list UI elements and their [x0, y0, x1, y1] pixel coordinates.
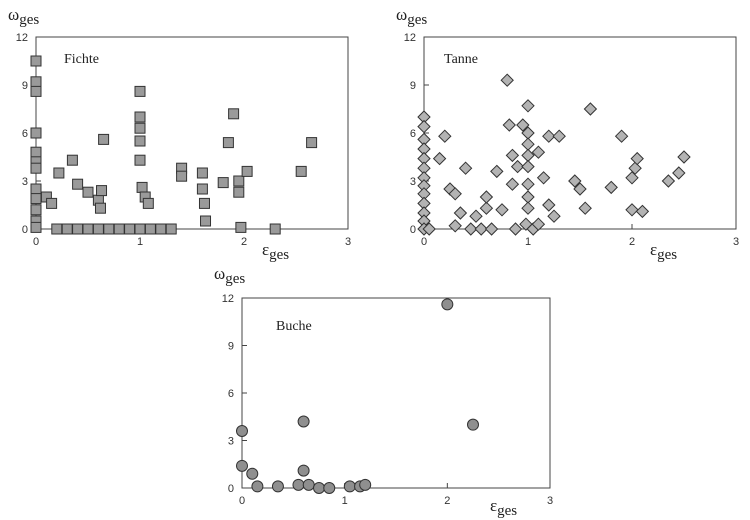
buche-data-point: [314, 483, 325, 494]
buche-data-point: [298, 416, 309, 427]
buche-y-tick-label: 0: [228, 483, 234, 495]
buche-data-point: [272, 481, 283, 492]
buche-x-tick-label: 0: [239, 495, 245, 507]
buche-data-point: [293, 479, 304, 490]
buche-data-point: [360, 479, 371, 490]
buche-x-tick-label: 1: [342, 495, 348, 507]
buche-data-point: [344, 481, 355, 492]
buche-species-label: Buche: [276, 319, 312, 334]
buche-data-point: [237, 460, 248, 471]
buche-y-tick-label: 9: [228, 341, 234, 353]
buche-y-tick-label: 12: [222, 293, 234, 305]
buche-data-point: [298, 465, 309, 476]
buche-x-tick-label: 3: [547, 495, 553, 507]
buche-y-tick-label: 3: [228, 436, 234, 448]
buche-data-point: [252, 481, 263, 492]
buche-data-point: [303, 479, 314, 490]
buche-data-point: [324, 483, 335, 494]
buche-x-tick-label: 2: [444, 495, 450, 507]
buche-y-tick-label: 6: [228, 388, 234, 400]
buche-data-point: [442, 299, 453, 310]
buche-data-point: [468, 419, 479, 430]
buche-data-point: [247, 468, 258, 479]
buche-data-point: [237, 426, 248, 437]
